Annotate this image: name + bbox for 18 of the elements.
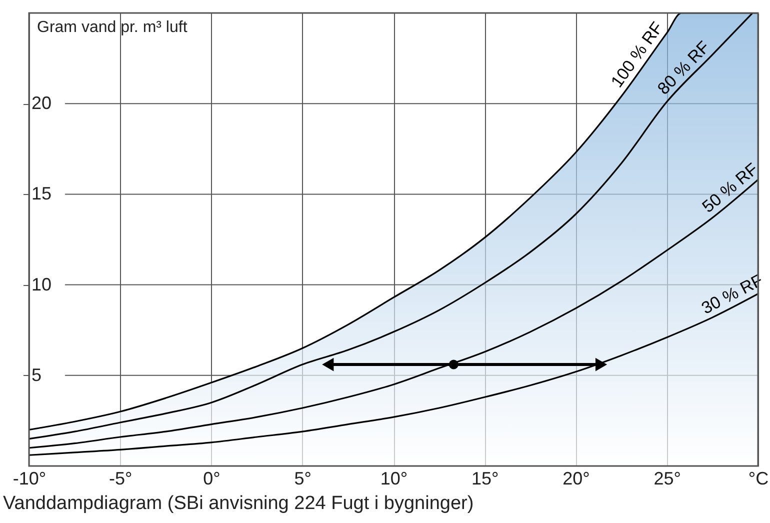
text: 50 % RF xyxy=(698,160,762,216)
text: 30 % RF xyxy=(698,270,766,318)
y-tick-label: 10 xyxy=(32,274,52,294)
x-tick-label: 20° xyxy=(562,468,590,488)
y-tick-label: 5 xyxy=(32,364,42,385)
x-tick-label: 5° xyxy=(294,468,312,488)
y-tick-label: 15 xyxy=(32,184,52,204)
text: 80 % RF xyxy=(654,38,714,98)
x-tick-label: 10° xyxy=(380,468,408,488)
x-tick-label: 15° xyxy=(472,468,499,488)
x-tick-label: 25° xyxy=(654,468,681,488)
y-axis-title: Gram vand pr. m³ luft xyxy=(37,19,188,36)
text: Vanddampdiagram (SBi anvisning 224 Fugt i bygninger) xyxy=(3,493,474,514)
x-tick-label: -5° xyxy=(109,468,132,488)
x-tick-label: -10° xyxy=(12,468,46,488)
x-tick-label: °C xyxy=(748,468,769,488)
y-tick-label: 20 xyxy=(32,93,52,114)
x-tick-label: 0° xyxy=(203,468,220,488)
